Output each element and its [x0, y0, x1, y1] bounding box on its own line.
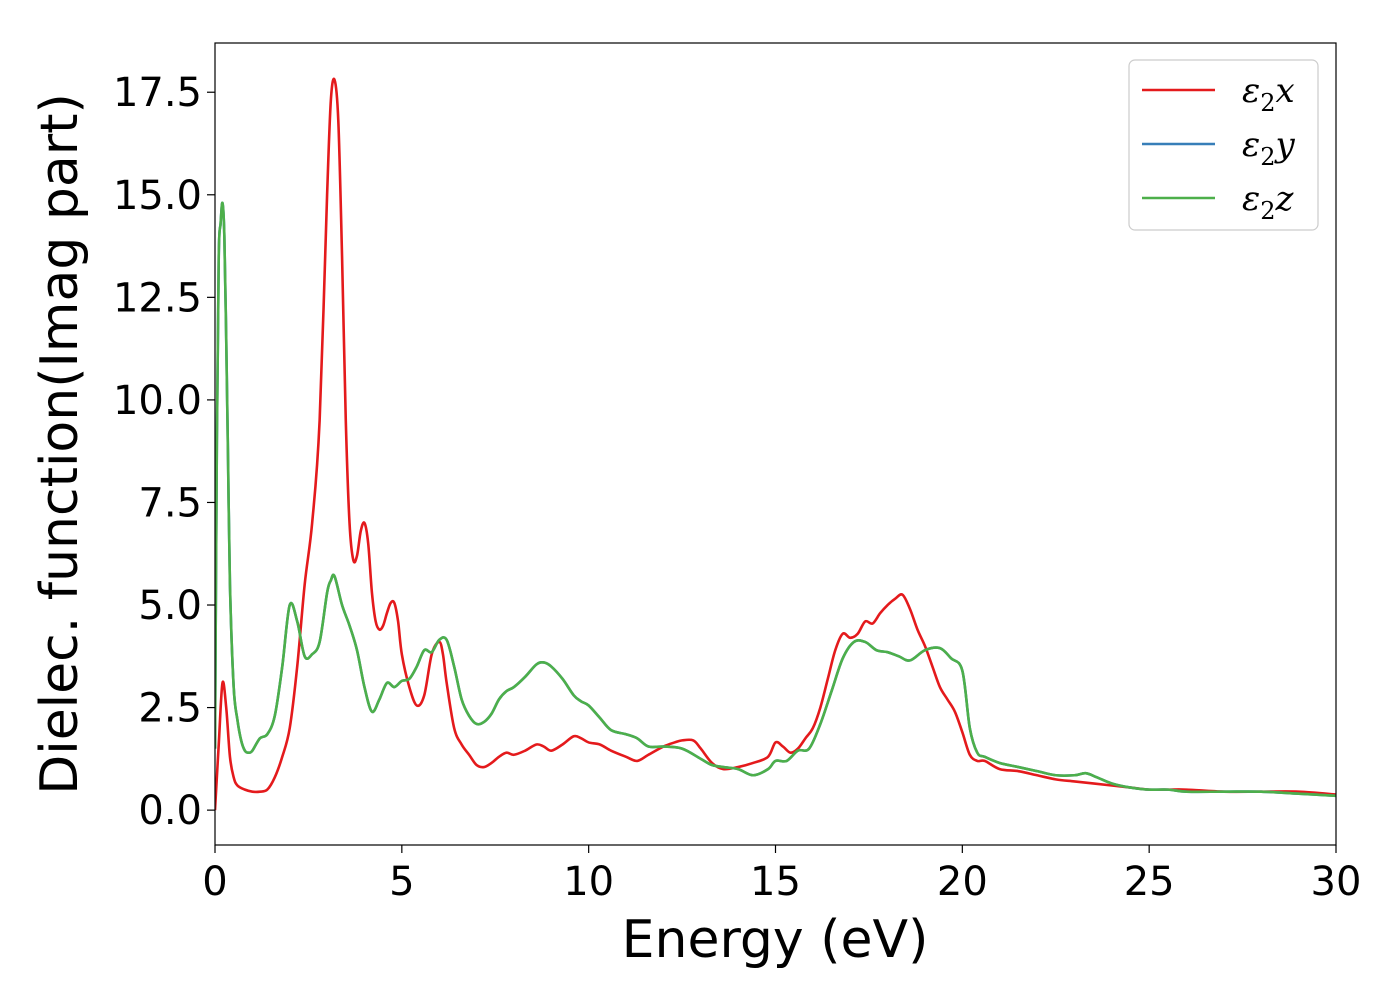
series-line-z: [215, 201, 1336, 798]
series-layer: [215, 77, 1336, 811]
legend-label-x: ε2x: [1242, 71, 1295, 117]
x-axis-ticks: 0 5 10 15 20 25 30: [202, 845, 1361, 905]
x-tick-label: 10: [563, 859, 614, 905]
series-line-x: [215, 77, 1336, 811]
y-tick-label: 10.0: [113, 378, 202, 424]
x-tick-label: 25: [1124, 859, 1175, 905]
legend: ε2x ε2y ε2z: [1128, 59, 1319, 231]
y-tick-label: 0.0: [138, 788, 202, 834]
y-tick-label: 5.0: [138, 583, 202, 629]
x-tick-label: 30: [1311, 859, 1362, 905]
y-tick-label: 7.5: [138, 480, 202, 526]
y-tick-label: 12.5: [113, 275, 202, 321]
legend-box: [1128, 59, 1319, 231]
y-tick-label: 15.0: [113, 173, 202, 219]
legend-label-y: ε2y: [1242, 125, 1296, 171]
y-axis-ticks: 0.0 2.5 5.0 7.5 10.0 12.5 15.0 17.5: [113, 70, 215, 834]
x-tick-label: 5: [389, 859, 414, 905]
x-tick-label: 15: [750, 859, 801, 905]
y-axis-title: Dielec. function(Imag part): [30, 93, 90, 795]
x-tick-label: 0: [202, 859, 227, 905]
x-axis-title: Energy (eV): [622, 910, 929, 970]
x-tick-label: 20: [937, 859, 988, 905]
y-tick-label: 17.5: [113, 70, 202, 116]
y-tick-label: 2.5: [138, 686, 202, 732]
legend-label-z: ε2z: [1242, 179, 1295, 225]
